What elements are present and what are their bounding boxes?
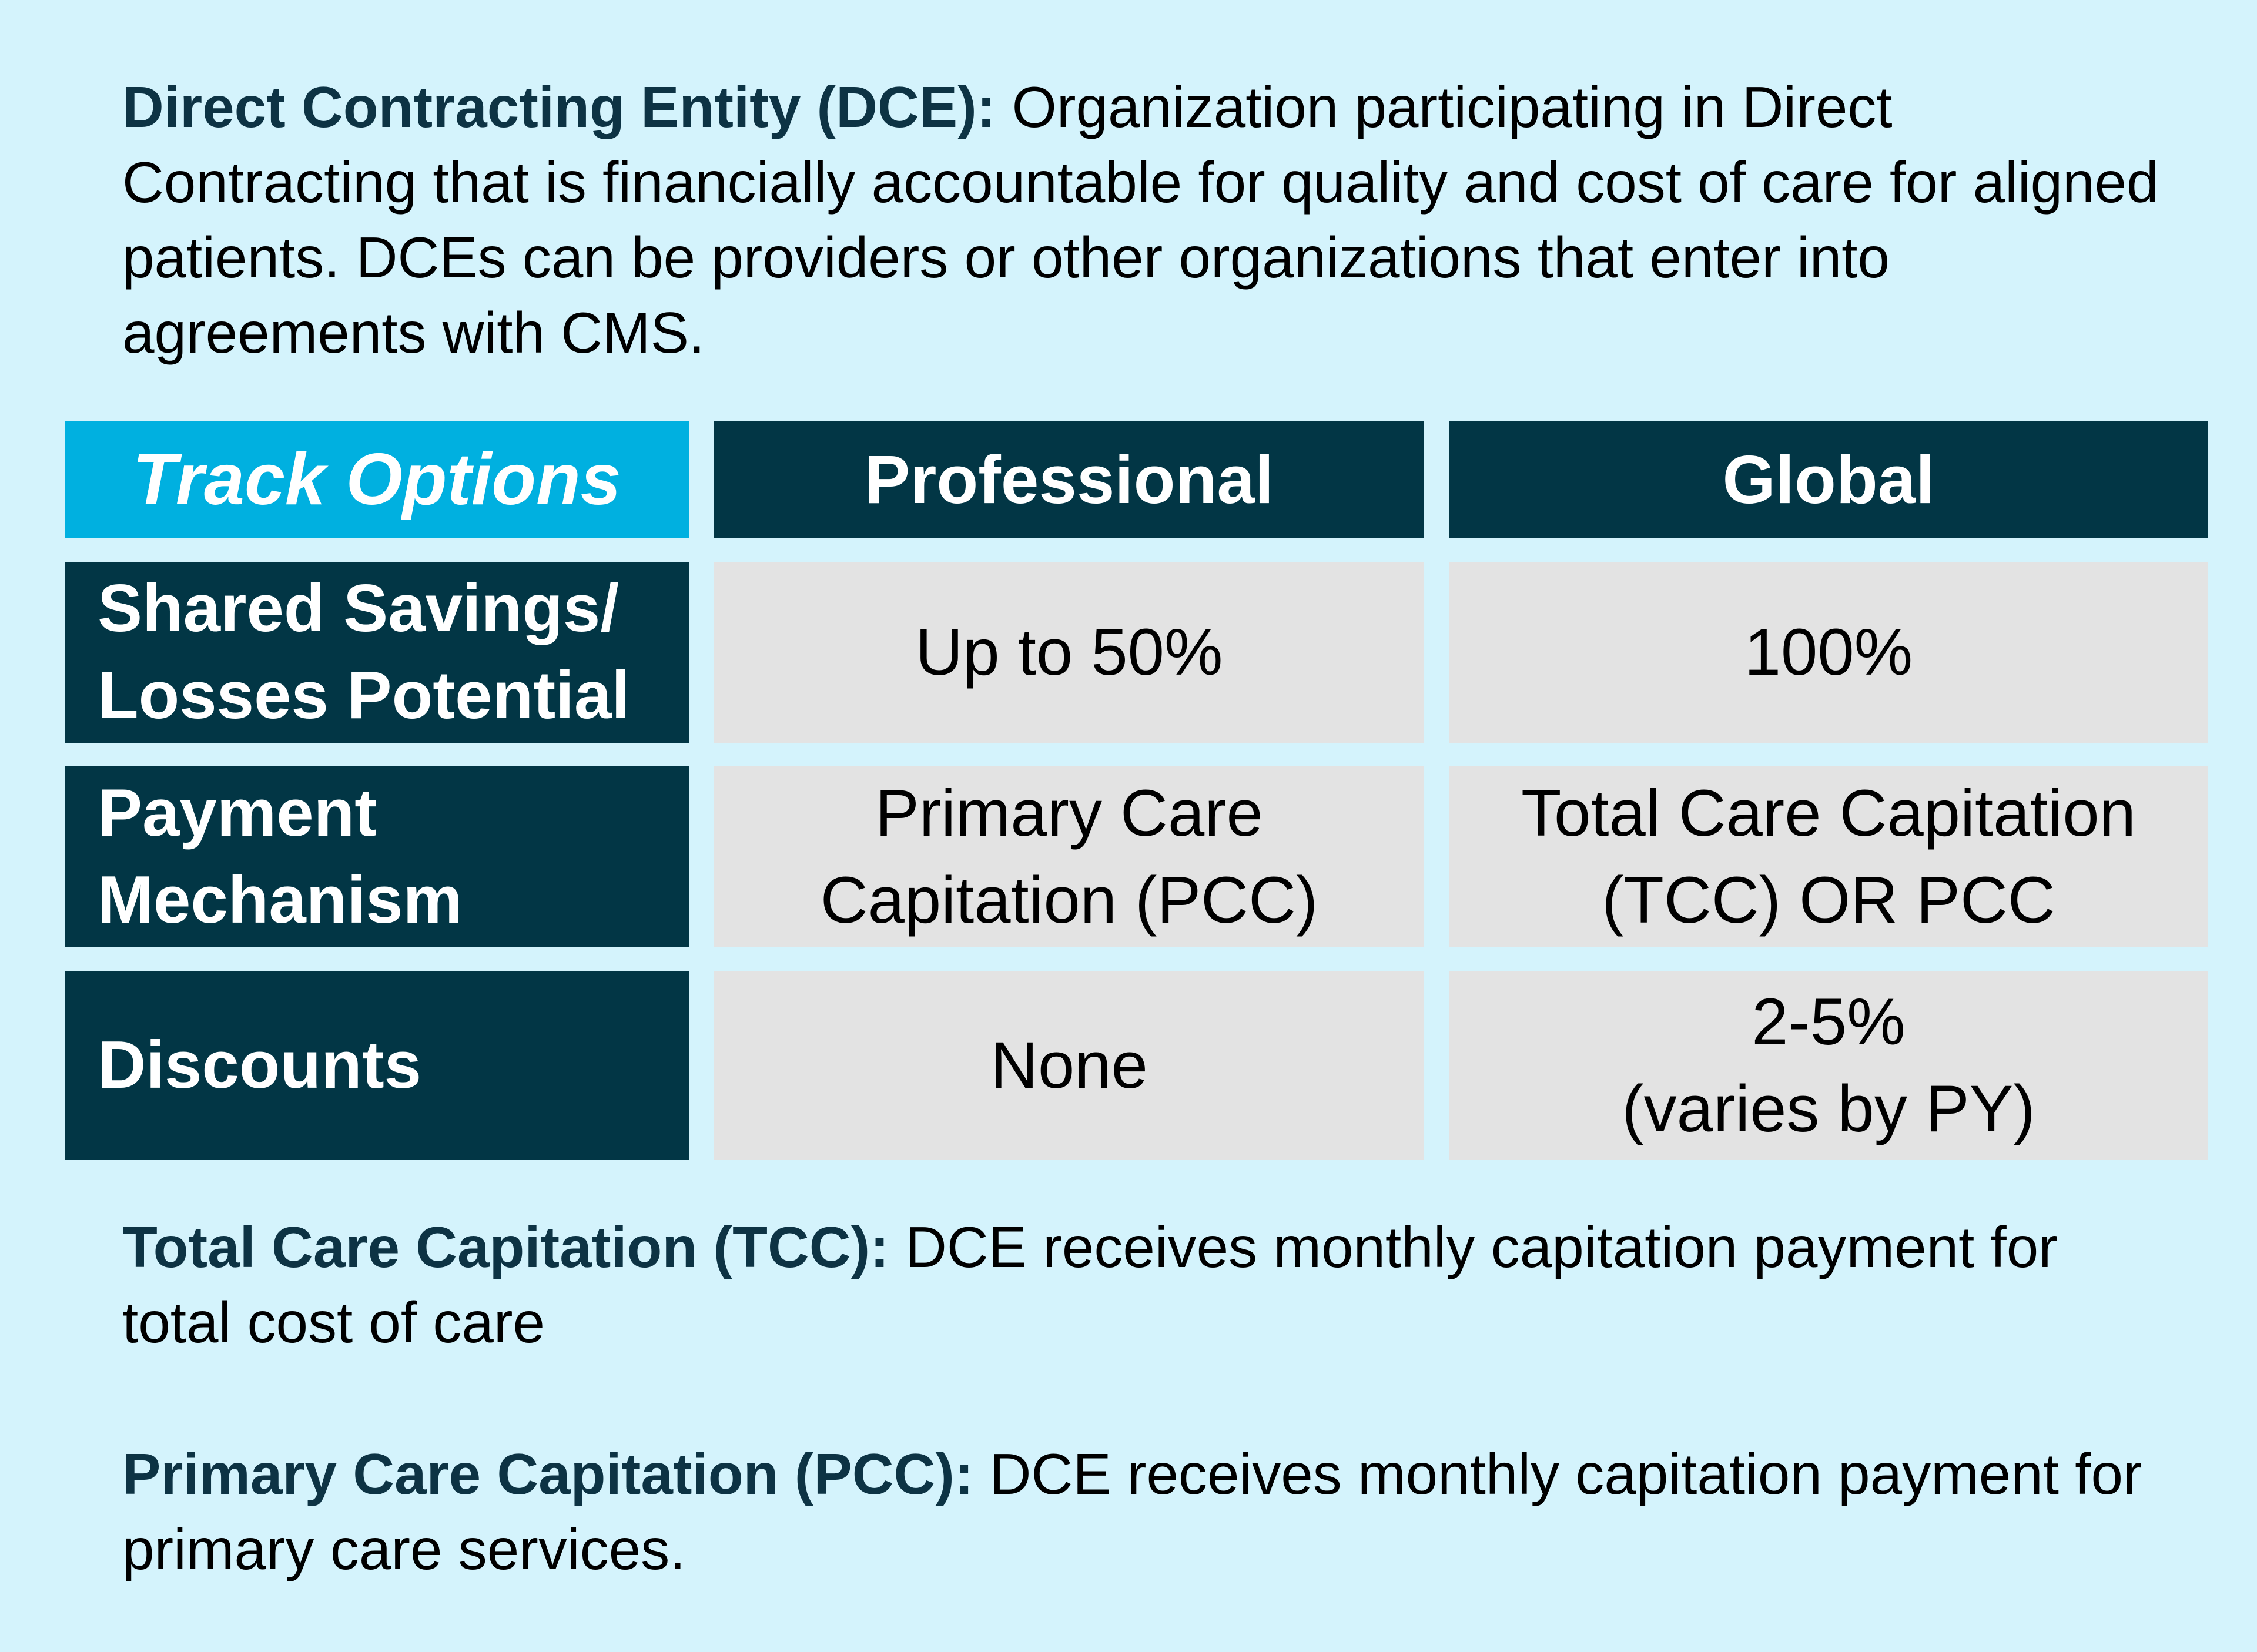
- tcc-term: Total Care Capitation (TCC):: [122, 1215, 889, 1279]
- professional-shared-savings-value: Up to 50%: [714, 562, 1424, 743]
- pcc-description: DCE receives monthly capitation payment …: [122, 1442, 2142, 1581]
- row-label-shared-savings: Shared Savings/ Losses Potential: [65, 562, 689, 743]
- row-label-line: Discounts: [98, 1028, 422, 1103]
- dce-description: Organization participating in Direct Con…: [122, 75, 2159, 365]
- professional-discounts-value: None: [714, 971, 1424, 1160]
- dce-definition: Direct Contracting Entity (DCE): Organiz…: [122, 69, 2179, 370]
- value-line: Primary Care: [875, 776, 1263, 850]
- pcc-term: Primary Care Capitation (PCC):: [122, 1442, 974, 1506]
- row-label-line: Losses Potential: [98, 658, 630, 733]
- value-line: Capitation (PCC): [820, 863, 1318, 937]
- global-discounts-value: 2-5% (varies by PY): [1449, 971, 2208, 1160]
- value-line: Up to 50%: [915, 615, 1223, 689]
- dce-term: Direct Contracting Entity (DCE):: [122, 75, 996, 139]
- value-line: None: [990, 1028, 1148, 1102]
- global-payment-mechanism-value: Total Care Capitation (TCC) OR PCC: [1449, 766, 2208, 947]
- value-line: (varies by PY): [1622, 1072, 2035, 1145]
- row-label-discounts: Discounts: [65, 971, 689, 1160]
- value-line: 100%: [1744, 615, 1913, 689]
- track-options-table: Track Options Professional Global Shared…: [65, 421, 2208, 1160]
- professional-column-header: Professional: [714, 421, 1424, 538]
- professional-payment-mechanism-value: Primary Care Capitation (PCC): [714, 766, 1424, 947]
- track-options-header: Track Options: [65, 421, 689, 538]
- row-label-line: Mechanism: [98, 863, 463, 937]
- tcc-definition: Total Care Capitation (TCC): DCE receive…: [122, 1209, 2179, 1360]
- value-line: 2-5%: [1752, 985, 1906, 1058]
- row-label-payment-mechanism: Payment Mechanism: [65, 766, 689, 947]
- global-shared-savings-value: 100%: [1449, 562, 2208, 743]
- tcc-description: DCE receives monthly capitation payment …: [122, 1215, 2058, 1355]
- global-column-header: Global: [1449, 421, 2208, 538]
- value-line: Total Care Capitation: [1521, 776, 2136, 850]
- pcc-definition: Primary Care Capitation (PCC): DCE recei…: [122, 1436, 2179, 1587]
- value-line: (TCC) OR PCC: [1602, 863, 2055, 937]
- row-label-line: Shared Savings/: [98, 571, 619, 646]
- row-label-line: Payment: [98, 776, 377, 850]
